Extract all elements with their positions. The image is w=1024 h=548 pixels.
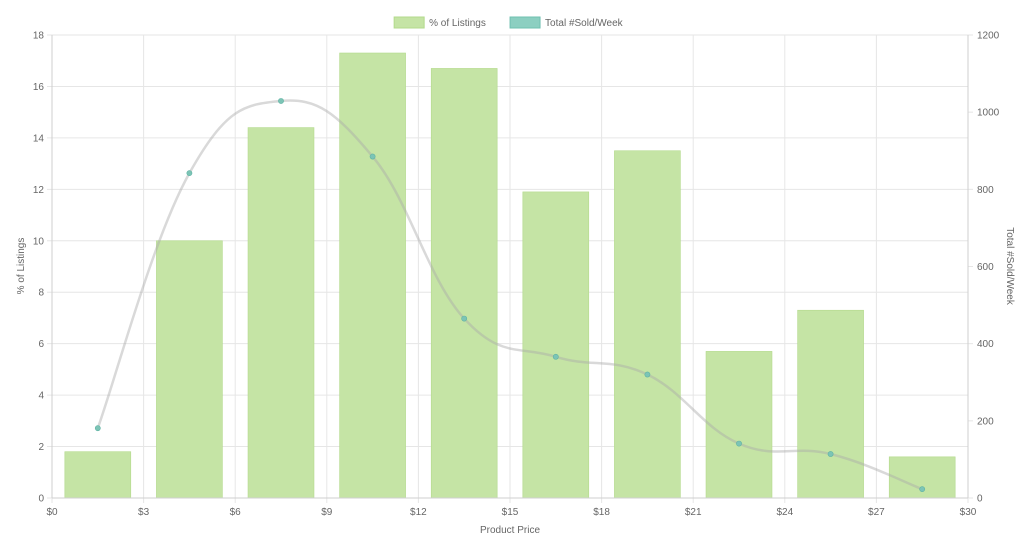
bar (64, 451, 132, 499)
x-tick-label: $15 (502, 507, 519, 518)
x-tick-label: $27 (868, 507, 885, 518)
y-right-tick-label: 0 (977, 494, 983, 505)
legend-label: % of Listings (429, 18, 486, 29)
bar-series (64, 52, 956, 499)
y-right-tick-label: 1000 (977, 108, 1000, 119)
x-tick-label: $24 (776, 507, 793, 518)
line-point (919, 486, 926, 493)
x-tick-label: $0 (46, 507, 58, 518)
x-tick-label: $12 (410, 507, 427, 518)
y-right-tick-label: 600 (977, 262, 994, 273)
y-left-tick-label: 10 (33, 236, 45, 247)
legend-label: Total #Sold/Week (545, 18, 624, 29)
y-axis-left-title: % of Listings (16, 238, 27, 295)
bar (614, 150, 681, 499)
x-tick-label: $3 (138, 507, 150, 518)
y-left-tick-label: 18 (33, 31, 45, 42)
y-left-tick-label: 0 (38, 494, 44, 505)
bar (430, 68, 498, 499)
bar (522, 191, 590, 499)
legend-swatch (509, 16, 541, 29)
x-tick-label: $30 (960, 507, 977, 518)
x-axis-title: Product Price (480, 525, 540, 536)
bar (247, 127, 315, 499)
line-point (186, 170, 193, 177)
legend: % of Listings Total #Sold/Week (393, 16, 624, 29)
line-point (94, 425, 101, 432)
y-right-tick-label: 400 (977, 339, 994, 350)
bar (705, 351, 773, 499)
line-point (369, 153, 376, 160)
y-left-tick-label: 4 (38, 391, 44, 402)
line-point (827, 451, 834, 457)
x-tick-label: $9 (321, 507, 333, 518)
bar (156, 240, 223, 499)
bar (339, 52, 406, 499)
y-left-tick-label: 16 (33, 82, 45, 93)
bar (797, 309, 864, 499)
line-point (736, 440, 742, 447)
axes: 0 2 4 6 8 10 12 14 16 18 0 200 400 600 800 1000 1200 $0 $3… (33, 31, 1000, 519)
y-left-tick-label: 6 (38, 339, 44, 350)
x-tick-label: $6 (230, 507, 242, 518)
y-right-tick-label: 200 (977, 416, 994, 427)
x-tick-label: $18 (593, 507, 610, 518)
line-point (552, 353, 559, 360)
x-tick-label: $21 (685, 507, 702, 518)
line-point (461, 315, 468, 322)
line-point (278, 98, 284, 104)
y-left-tick-label: 8 (38, 288, 44, 299)
y-right-tick-label: 1200 (977, 31, 1000, 42)
line-series (94, 98, 926, 493)
legend-swatch (393, 16, 425, 29)
line-point (644, 371, 651, 378)
y-right-tick-label: 800 (977, 185, 994, 196)
y-left-tick-label: 14 (33, 133, 45, 144)
y-left-tick-label: 12 (33, 185, 45, 196)
y-axis-right-title: Total #Sold/Week (1004, 227, 1015, 306)
y-left-tick-label: 2 (38, 442, 44, 453)
